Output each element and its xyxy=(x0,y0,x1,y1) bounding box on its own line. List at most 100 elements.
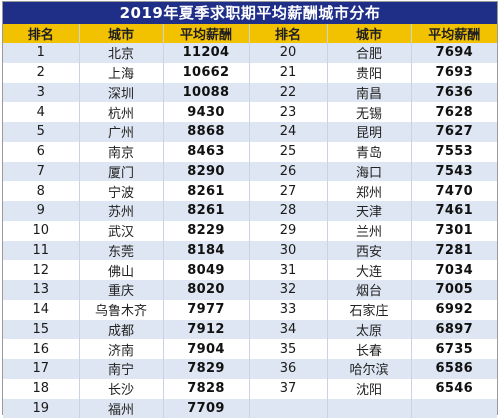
right-salary-cell: 6735 xyxy=(411,339,497,359)
left-rank-cell: 10 xyxy=(3,221,79,241)
left-rank-cell: 1 xyxy=(3,43,79,63)
left-rank-cell: 18 xyxy=(3,379,79,399)
left-salary-cell: 8868 xyxy=(163,122,249,142)
right-salary-cell: 7636 xyxy=(411,83,497,103)
right-rank-cell: 35 xyxy=(249,339,327,359)
left-rank-cell: 3 xyxy=(3,83,79,103)
left-city-cell: 杭州 xyxy=(79,102,163,122)
left-salary-cell: 8463 xyxy=(163,142,249,162)
right-salary-cell: 7694 xyxy=(411,43,497,63)
left-rank-cell: 13 xyxy=(3,280,79,300)
right-rank-cell: 32 xyxy=(249,280,327,300)
left-rank-cell: 11 xyxy=(3,241,79,261)
right-salary-cell: 7553 xyxy=(411,142,497,162)
left-salary-cell: 7829 xyxy=(163,359,249,379)
right-salary-cell: 7627 xyxy=(411,122,497,142)
left-rank-cell: 16 xyxy=(3,339,79,359)
left-rank-cell: 19 xyxy=(3,399,79,418)
left-rank-cell: 12 xyxy=(3,260,79,280)
right-salary-cell: 7281 xyxy=(411,241,497,261)
right-city-cell: 石家庄 xyxy=(327,300,411,320)
left-city-cell: 重庆 xyxy=(79,280,163,300)
right-city-cell xyxy=(327,399,411,418)
right-city-cell: 沈阳 xyxy=(327,379,411,399)
right-rank-cell: 34 xyxy=(249,320,327,340)
left-salary-cell: 8261 xyxy=(163,181,249,201)
left-rank-cell: 2 xyxy=(3,63,79,83)
left-salary-cell: 11204 xyxy=(163,43,249,63)
left-rank-cell: 4 xyxy=(3,102,79,122)
left-city-cell: 南京 xyxy=(79,142,163,162)
left-salary-cell: 8229 xyxy=(163,221,249,241)
left-city-cell: 武汉 xyxy=(79,221,163,241)
left-city-cell: 北京 xyxy=(79,43,163,63)
header-row: 排名 城市 平均薪酬 排名 城市 平均薪酬 xyxy=(3,24,497,43)
right-salary-cell: 6586 xyxy=(411,359,497,379)
left-city-cell: 济南 xyxy=(79,339,163,359)
right-salary-cell: 6992 xyxy=(411,300,497,320)
right-city-cell: 无锡 xyxy=(327,102,411,122)
left-city-cell: 深圳 xyxy=(79,83,163,103)
right-rank-cell: 21 xyxy=(249,63,327,83)
right-city-cell: 兰州 xyxy=(327,221,411,241)
right-salary-cell: 7005 xyxy=(411,280,497,300)
left-rank-cell: 7 xyxy=(3,162,79,182)
right-salary-cell: 7301 xyxy=(411,221,497,241)
left-salary-cell: 8020 xyxy=(163,280,249,300)
right-rank-cell: 33 xyxy=(249,300,327,320)
right-rank-cell: 27 xyxy=(249,181,327,201)
left-city-cell: 长沙 xyxy=(79,379,163,399)
left-salary-cell: 9430 xyxy=(163,102,249,122)
header-rank-right: 排名 xyxy=(249,24,327,43)
left-city-cell: 佛山 xyxy=(79,260,163,280)
right-salary-cell: 7461 xyxy=(411,201,497,221)
left-salary-cell: 8049 xyxy=(163,260,249,280)
right-city-cell: 哈尔滨 xyxy=(327,359,411,379)
right-salary-cell: 7628 xyxy=(411,102,497,122)
right-rank-cell: 23 xyxy=(249,102,327,122)
left-rank-cell: 6 xyxy=(3,142,79,162)
right-rank-cell: 28 xyxy=(249,201,327,221)
right-rank-cell xyxy=(249,399,327,418)
left-city-cell: 成都 xyxy=(79,320,163,340)
left-city-cell: 苏州 xyxy=(79,201,163,221)
left-salary-cell: 8290 xyxy=(163,162,249,182)
right-city-cell: 西安 xyxy=(327,241,411,261)
left-salary-cell: 10662 xyxy=(163,63,249,83)
left-rank-cell: 14 xyxy=(3,300,79,320)
right-city-cell: 长春 xyxy=(327,339,411,359)
left-rank-cell: 17 xyxy=(3,359,79,379)
left-salary-cell: 7828 xyxy=(163,379,249,399)
left-city-cell: 福州 xyxy=(79,399,163,418)
left-salary-cell: 7904 xyxy=(163,339,249,359)
right-salary-cell: 6897 xyxy=(411,320,497,340)
right-salary-cell: 7543 xyxy=(411,162,497,182)
right-city-cell: 郑州 xyxy=(327,181,411,201)
left-city-cell: 广州 xyxy=(79,122,163,142)
right-city-cell: 贵阳 xyxy=(327,63,411,83)
left-salary-cell: 7709 xyxy=(163,399,249,418)
left-city-cell: 乌鲁木齐 xyxy=(79,300,163,320)
left-salary-cell: 8184 xyxy=(163,241,249,261)
right-rank-cell: 25 xyxy=(249,142,327,162)
right-salary-cell: 6546 xyxy=(411,379,497,399)
table-title: 2019年夏季求职期平均薪酬城市分布 xyxy=(3,2,497,24)
right-city-cell: 天津 xyxy=(327,201,411,221)
header-city-right: 城市 xyxy=(327,24,411,43)
right-salary-cell xyxy=(411,399,497,418)
right-city-cell: 合肥 xyxy=(327,43,411,63)
